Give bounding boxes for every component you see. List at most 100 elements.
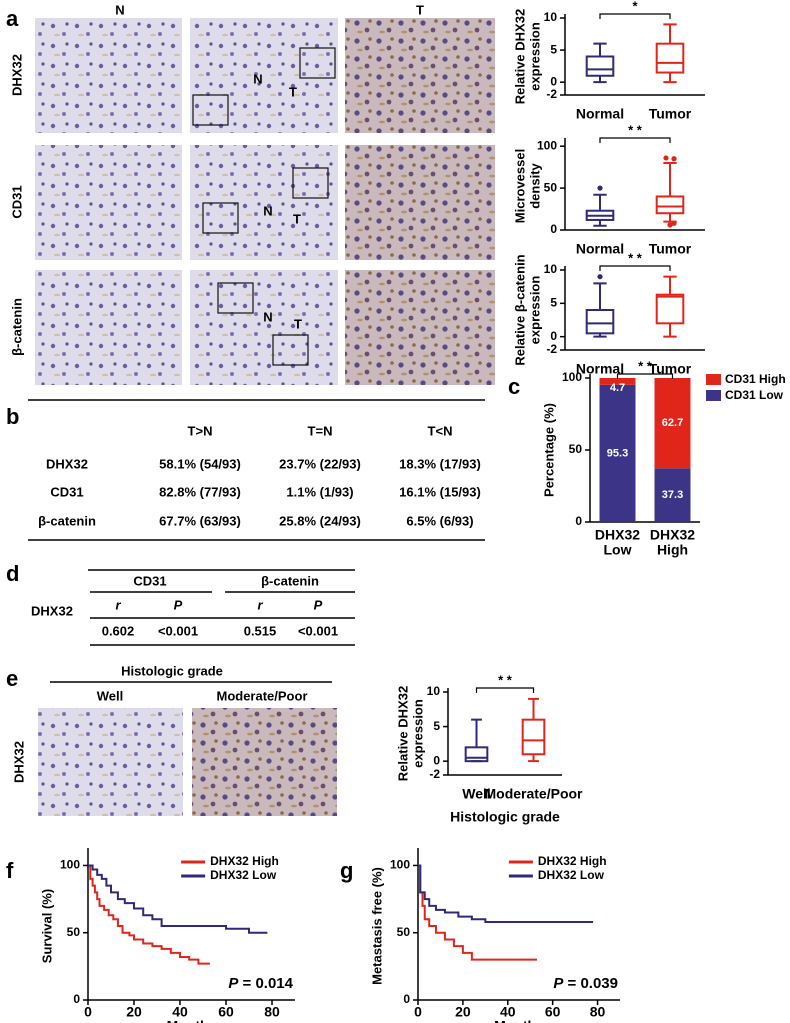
region-label: N <box>253 71 262 86</box>
annotation: P = 0.014 <box>228 975 293 992</box>
x-tick-label: Normal <box>576 361 624 377</box>
region-label: T <box>293 211 301 226</box>
header: Histologic grade <box>121 663 223 678</box>
micrograph <box>190 18 338 133</box>
significance-label: * <box>632 0 638 13</box>
y-tick-label: 0 <box>403 992 410 1006</box>
micrograph <box>190 270 338 385</box>
bar-segment <box>599 384 636 522</box>
y-tick-label: 10 <box>427 684 441 698</box>
legend-label: DHX32 High <box>210 854 279 868</box>
inset-box <box>192 94 229 126</box>
box <box>464 746 489 763</box>
legend-label: CD31 High <box>725 372 786 386</box>
bar-segment <box>654 378 691 469</box>
panel-label: d <box>6 561 19 586</box>
x-tick-label: High <box>657 542 688 558</box>
whisker <box>528 697 539 720</box>
y-tick-label: 100 <box>537 138 557 152</box>
y-tick-label: -2 <box>546 342 557 356</box>
x-tick-label: DHX32 <box>650 527 695 543</box>
y-tick-label: 5 <box>550 42 557 56</box>
x-tick-label: 80 <box>590 1004 606 1020</box>
whisker <box>663 23 677 44</box>
y-tick-label: 50 <box>67 925 81 939</box>
inset-box <box>272 334 309 366</box>
x-tick-label: 60 <box>545 1004 561 1020</box>
legend-label: DHX32 Low <box>538 868 605 882</box>
x-axis-label: Months <box>494 1018 544 1023</box>
outlier <box>663 155 669 161</box>
sub-header: P <box>174 597 183 612</box>
x-tick-label: Low <box>604 542 632 558</box>
x-tick-label: 20 <box>126 1004 142 1020</box>
table-cell: 16.1% (15/93) <box>399 484 481 499</box>
x-tick-label: Tumor <box>649 241 692 257</box>
legend-swatch <box>706 390 721 401</box>
y-axis-label: expression <box>527 22 542 91</box>
micrograph <box>345 18 495 133</box>
column-label: Well <box>97 688 124 703</box>
annotation-value: = 0.039 <box>568 975 618 992</box>
panel-label: b <box>6 404 19 429</box>
panel-label: f <box>6 858 14 883</box>
table-cell: 1.1% (1/93) <box>286 484 353 499</box>
y-axis-label: Relative DHX32 <box>395 686 410 781</box>
table-cell: 0.515 <box>244 623 277 638</box>
column-label: Moderate/Poor <box>216 688 307 703</box>
y-tick-label: 5 <box>550 296 557 310</box>
table-cell: 58.1% (54/93) <box>159 456 241 471</box>
x-tick-label: 60 <box>218 1004 234 1020</box>
region-label: T <box>294 316 302 331</box>
annotation-value: = 0.014 <box>243 975 294 992</box>
y-tick-label: 10 <box>544 262 558 276</box>
y-tick-label: -2 <box>546 87 557 101</box>
y-tick-label: 50 <box>397 925 411 939</box>
y-tick-label: 0 <box>550 74 557 88</box>
x-tick-label: 40 <box>172 1004 188 1020</box>
value-label: 37.3 <box>662 489 683 501</box>
row-label: DHX32 <box>11 741 26 783</box>
box <box>585 55 615 77</box>
table-cell: <0.001 <box>158 623 198 638</box>
bar-segment <box>654 468 691 522</box>
whisker <box>593 193 607 211</box>
group-header: CD31 <box>133 573 166 588</box>
box <box>655 42 685 74</box>
row-label: DHX32 <box>46 456 88 471</box>
x-tick-label: 0 <box>414 1004 422 1020</box>
x-tick-label: 20 <box>455 1004 471 1020</box>
whisker <box>593 75 607 84</box>
panel-label: g <box>340 858 353 883</box>
whisker <box>593 42 607 57</box>
panel-label: a <box>6 6 19 31</box>
whisker <box>471 718 482 748</box>
row-label: DHX32 <box>9 54 24 96</box>
x-axis-label: Months <box>167 1018 217 1023</box>
micrograph <box>35 145 182 260</box>
outlier <box>671 220 677 226</box>
outlier <box>671 156 677 162</box>
y-axis-label: Metastasis free (%) <box>369 867 384 985</box>
micrograph <box>345 270 495 385</box>
box <box>655 293 685 325</box>
panel-label: c <box>508 374 520 399</box>
table-cell: 0.602 <box>102 623 135 638</box>
row-label: DHX32 <box>31 603 73 618</box>
y-tick-label: 100 <box>562 370 582 384</box>
column-label: T <box>416 2 424 17</box>
legend-label: DHX32 Low <box>210 868 277 882</box>
x-tick-label: Moderate/Poor <box>484 786 583 802</box>
inset-box <box>292 167 329 199</box>
y-axis-label: expression <box>410 699 425 768</box>
y-axis-label: Survival (%) <box>39 889 54 963</box>
value-label: 62.7 <box>662 417 683 429</box>
legend-label: CD31 Low <box>725 388 784 402</box>
box <box>585 309 615 335</box>
significance-label: * * <box>628 122 643 137</box>
table-cell: 82.8% (77/93) <box>159 484 241 499</box>
region-label: T <box>289 84 297 99</box>
annotation: P = 0.039 <box>553 975 618 992</box>
